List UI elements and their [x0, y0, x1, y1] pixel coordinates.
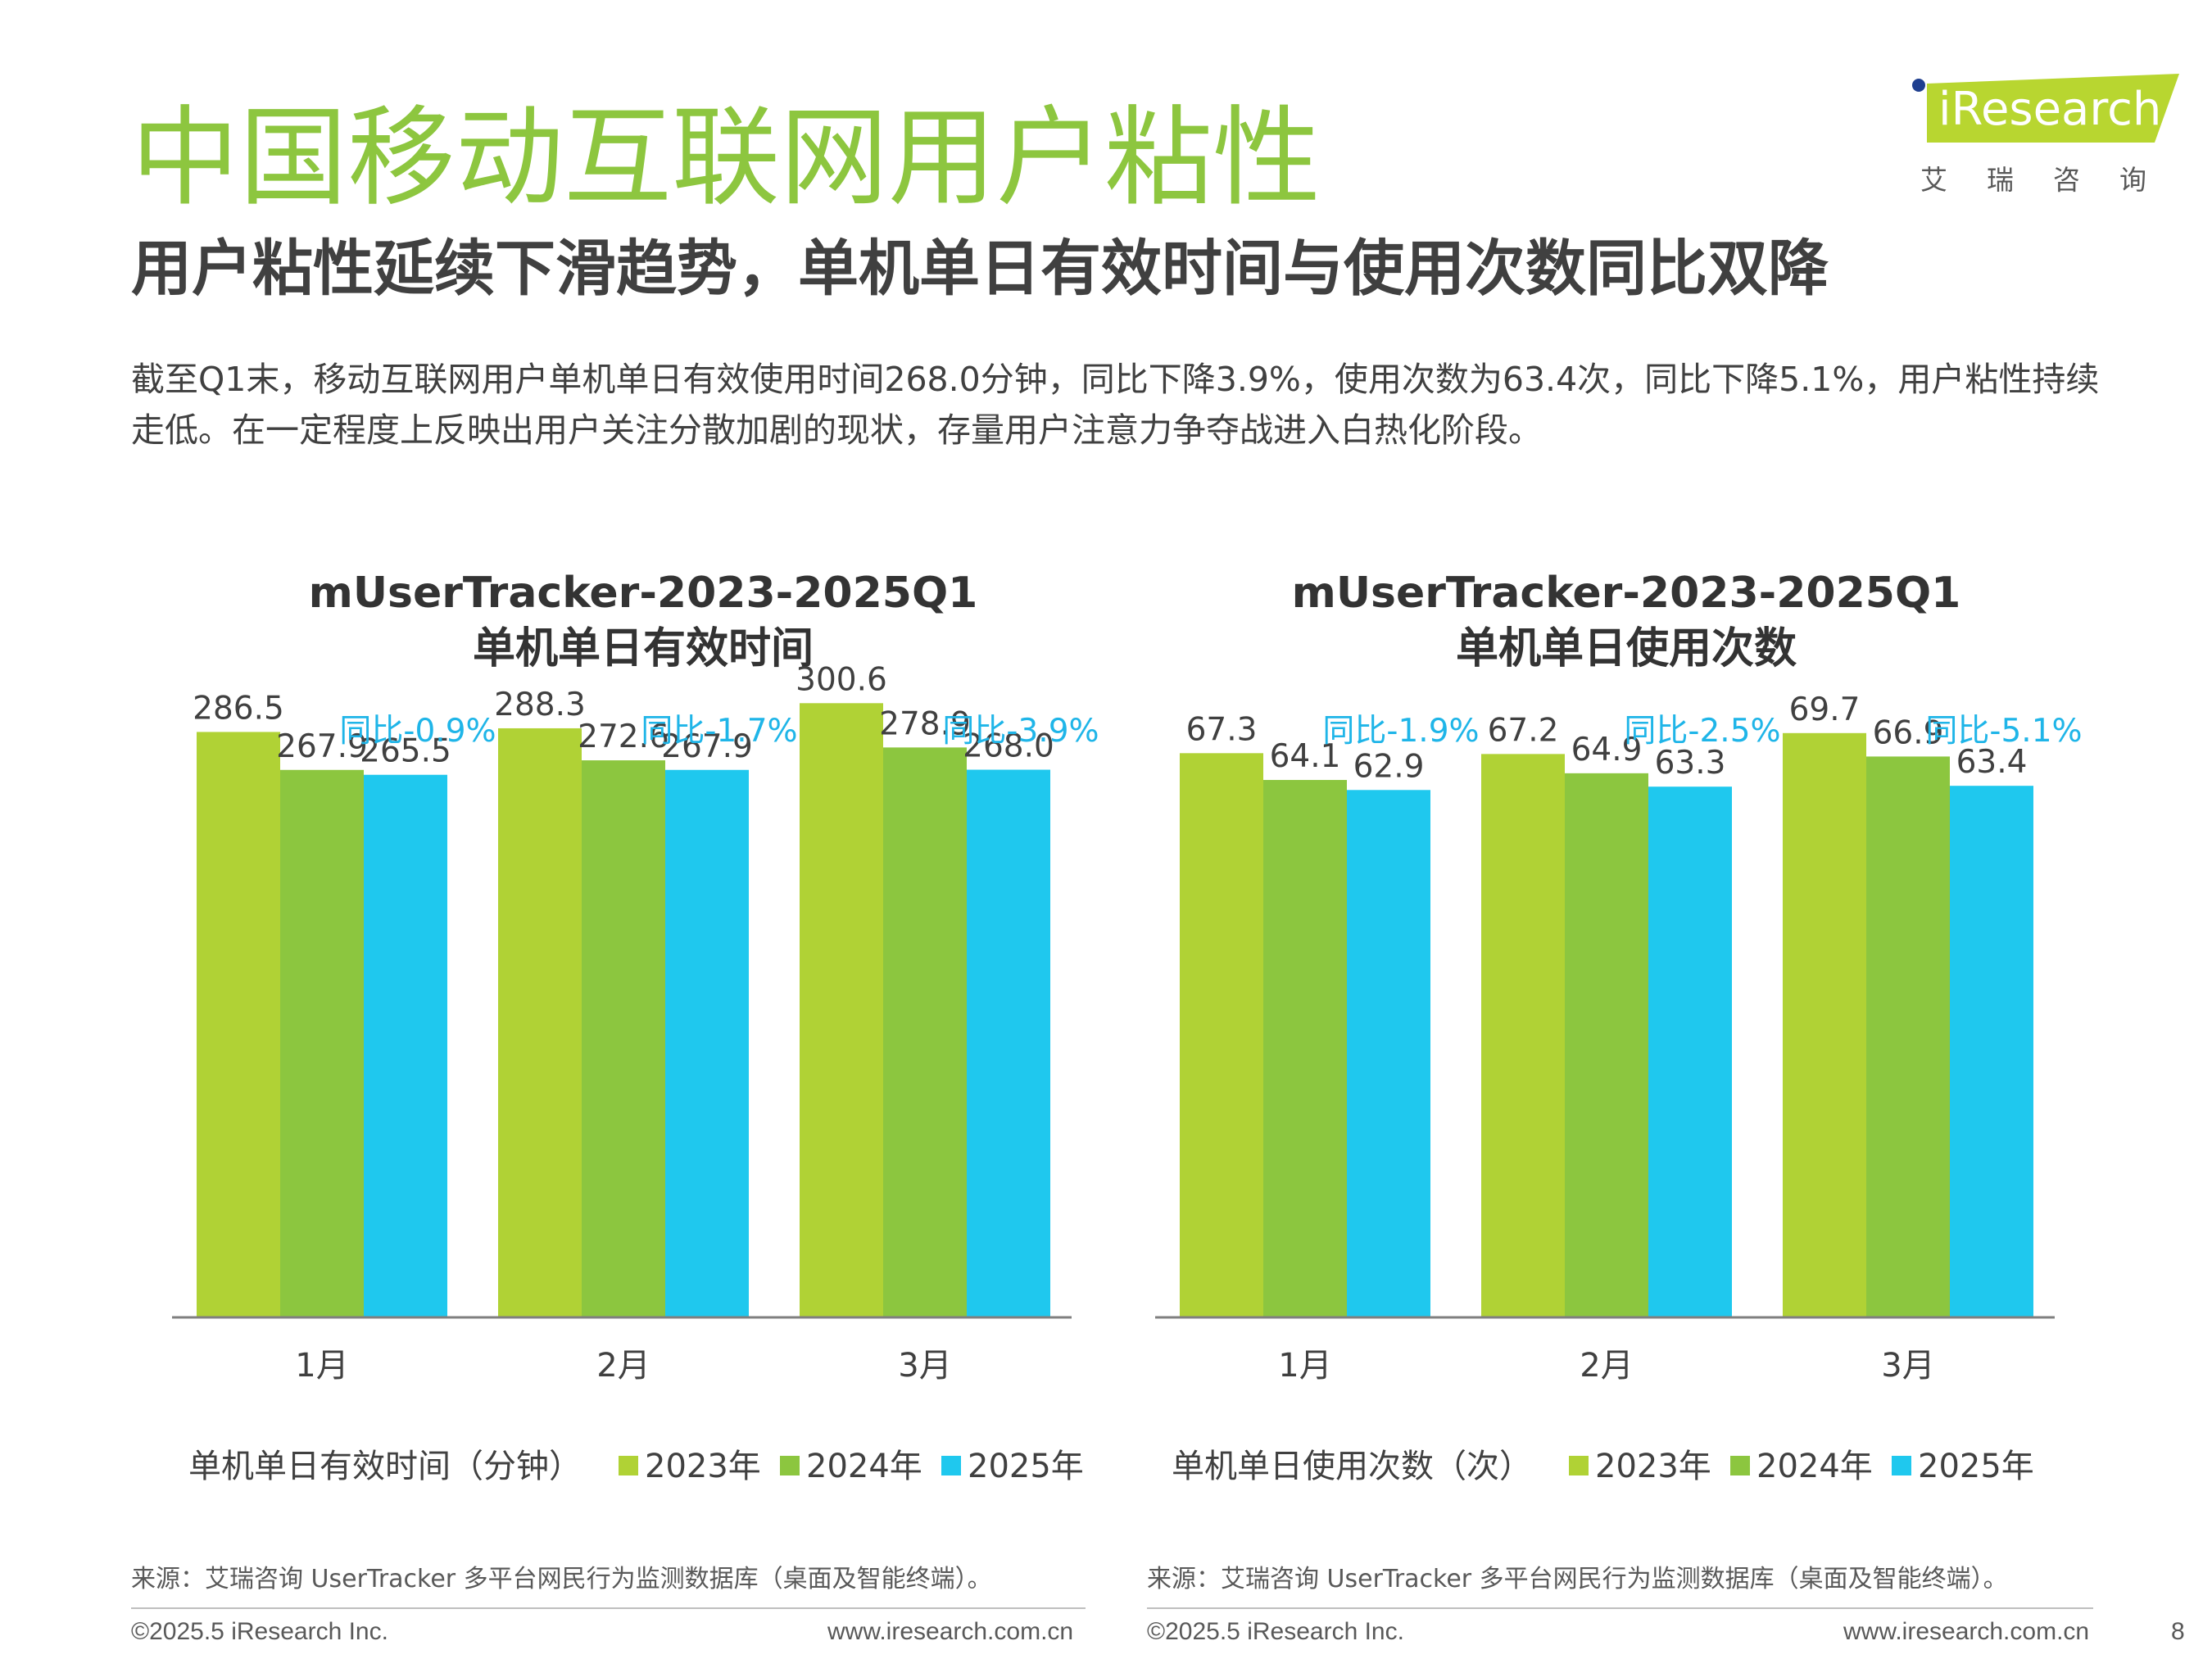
- bar-2025-1: [364, 774, 447, 1317]
- chart-panel-effective-time: mUserTracker-2023-2025Q1 单机单日有效时间 286.5 2…: [131, 541, 1163, 1606]
- bar-2023-3: [1783, 732, 1866, 1317]
- logo-banner-icon: [1912, 74, 2179, 143]
- data-label-2023-1: 286.5: [193, 690, 284, 727]
- footer-url-right[interactable]: www.iresearch.com.cn: [1843, 1618, 2090, 1645]
- data-label-2024-2: 272.6: [578, 718, 669, 755]
- yoy-annotation-1: 同比-0.9%: [339, 713, 496, 750]
- source-note-left: 来源：艾瑞咨询 UserTracker 多平台网民行为监测数据库（桌面及智能终端…: [131, 1565, 992, 1593]
- data-label-2025-1: 62.9: [1353, 748, 1425, 785]
- chart-title-line1: mUserTracker-2023-2025Q1: [308, 569, 978, 618]
- chart-title: mUserTracker-2023-2025Q1 单机单日有效时间: [131, 565, 1155, 677]
- footer-divider-right: [1147, 1607, 2093, 1609]
- data-label-2023-3: 69.7: [1789, 691, 1861, 728]
- bar-chart-usage-count: 67.3 64.1 62.9同比-1.9% 1月 67.2 64.9 63.3同比-2.5%…: [1155, 691, 2083, 1385]
- yoy-annotation-1: 同比-1.9%: [1322, 713, 1479, 750]
- page-number: 8: [2171, 1618, 2185, 1645]
- logo-brand-cn: 艾瑞咨询: [1920, 164, 2186, 196]
- legend-item-2024: 2024年: [1730, 1442, 1873, 1491]
- intro-text: 截至Q1末，移动互联网用户单机单日有效使用时间268.0分钟，同比下降3.9%，…: [131, 360, 2100, 450]
- legend-swatch-2024: [780, 1456, 800, 1475]
- bar-2024-1: [1263, 780, 1347, 1317]
- footer-copyright-left: ©2025.5 iResearch Inc.: [131, 1618, 388, 1645]
- bar-2025-2: [1648, 786, 1732, 1317]
- bar-2023-3: [800, 703, 883, 1317]
- yoy-annotation-3: 同比-5.1%: [1925, 713, 2082, 750]
- x-tick-label-2: 2月: [596, 1347, 650, 1385]
- legend-swatch-2023: [619, 1456, 638, 1475]
- legend-swatch-2025: [1892, 1456, 1911, 1475]
- bar-2024-3: [883, 747, 967, 1317]
- bar-2023-1: [197, 732, 280, 1317]
- chart-panel-usage-count: mUserTracker-2023-2025Q1 单机单日使用次数 67.3 64…: [1114, 541, 2146, 1606]
- chart-title-line1: mUserTracker-2023-2025Q1: [1291, 569, 1961, 618]
- legend-item-2025: 2025年: [1892, 1442, 2034, 1491]
- chart-legend: 单机单日使用次数（次） 2023年 2024年 2025年: [1172, 1442, 2138, 1491]
- logo-brand-text: iResearch: [1938, 83, 2162, 136]
- legend-swatch-2024: [1730, 1456, 1750, 1475]
- data-label-2024-1: 267.9: [276, 728, 368, 765]
- source-note-right: 来源：艾瑞咨询 UserTracker 多平台网民行为监测数据库（桌面及智能终端…: [1147, 1565, 2008, 1593]
- x-tick-label-1: 1月: [295, 1347, 348, 1385]
- x-tick-label-1: 1月: [1278, 1347, 1331, 1385]
- yoy-annotation-2: 同比-2.5%: [1624, 713, 1780, 750]
- bar-2025-2: [665, 769, 749, 1317]
- data-label-2024-3: 66.9: [1873, 714, 1944, 751]
- data-label-2025-3: 63.4: [1956, 744, 2028, 781]
- chart-title-line2: 单机单日有效时间: [472, 624, 814, 673]
- bar-2024-3: [1866, 756, 1950, 1317]
- legend-label-2025: 2025年: [968, 1448, 1084, 1485]
- x-tick-label-2: 2月: [1580, 1347, 1633, 1385]
- chart-title: mUserTracker-2023-2025Q1 单机单日使用次数: [1114, 565, 2138, 677]
- data-label-2025-2: 63.3: [1655, 745, 1726, 782]
- data-label-2025-2: 267.9: [661, 728, 753, 765]
- page-title: 中国移动互联网用户粘性: [131, 95, 1321, 221]
- legend-item-2024: 2024年: [780, 1442, 922, 1491]
- legend-item-2023: 2023年: [1569, 1442, 1711, 1491]
- chart-title-line2: 单机单日使用次数: [1455, 624, 1797, 673]
- legend-label-2023: 2023年: [645, 1448, 761, 1485]
- bar-2023-2: [1481, 754, 1565, 1317]
- bar-2023-1: [1180, 753, 1263, 1317]
- data-label-2023-2: 288.3: [494, 687, 586, 723]
- data-label-2025-3: 268.0: [963, 728, 1054, 765]
- legend-label-2025: 2025年: [1918, 1448, 2034, 1485]
- legend-title: 单机单日使用次数（次）: [1172, 1448, 1532, 1485]
- x-tick-label-3: 3月: [1881, 1347, 1934, 1385]
- data-label-2024-1: 64.1: [1270, 738, 1341, 775]
- yoy-annotation-3: 同比-3.9%: [942, 713, 1099, 750]
- data-label-2023-1: 67.3: [1186, 711, 1258, 748]
- data-label-2024-2: 64.9: [1571, 732, 1643, 768]
- bar-2024-2: [582, 760, 665, 1317]
- legend-label-2024: 2024年: [1756, 1448, 1873, 1485]
- legend-label-2024: 2024年: [806, 1448, 922, 1485]
- data-label-2024-3: 278.9: [879, 705, 971, 742]
- legend-item-2023: 2023年: [619, 1442, 761, 1491]
- bar-chart-effective-time: 286.5267.9265.5同比-0.9%1月288.3272.6267.9同…: [172, 661, 1099, 1385]
- bar-2025-3: [967, 769, 1050, 1317]
- iresearch-logo: iResearch 艾瑞咨询: [1909, 72, 2179, 203]
- x-tick-label-3: 3月: [898, 1347, 951, 1385]
- legend-swatch-2025: [941, 1456, 961, 1475]
- chart-legend: 单机单日有效时间（分钟） 2023年 2024年 2025年: [188, 1442, 1155, 1491]
- legend-item-2025: 2025年: [941, 1442, 1084, 1491]
- page-subtitle: 用户粘性延续下滑趋势，单机单日有效时间与使用次数同比双降: [131, 233, 1829, 304]
- legend-title: 单机单日有效时间（分钟）: [188, 1448, 582, 1485]
- footer-url-left[interactable]: www.iresearch.com.cn: [827, 1618, 1074, 1645]
- bar-2025-1: [1347, 790, 1430, 1317]
- footer-copyright-right: ©2025.5 iResearch Inc.: [1147, 1618, 1404, 1645]
- bar-2025-3: [1950, 786, 2033, 1317]
- data-label-2023-3: 300.6: [796, 661, 887, 698]
- bar-2023-2: [498, 728, 582, 1317]
- legend-label-2023: 2023年: [1595, 1448, 1711, 1485]
- yoy-annotation-2: 同比-1.7%: [641, 713, 797, 750]
- bar-2024-1: [280, 769, 364, 1317]
- data-label-2023-2: 67.2: [1488, 712, 1559, 749]
- bar-2024-2: [1565, 773, 1648, 1317]
- footer-divider-left: [131, 1607, 1086, 1609]
- legend-swatch-2023: [1569, 1456, 1589, 1475]
- data-label-2025-1: 265.5: [360, 733, 451, 770]
